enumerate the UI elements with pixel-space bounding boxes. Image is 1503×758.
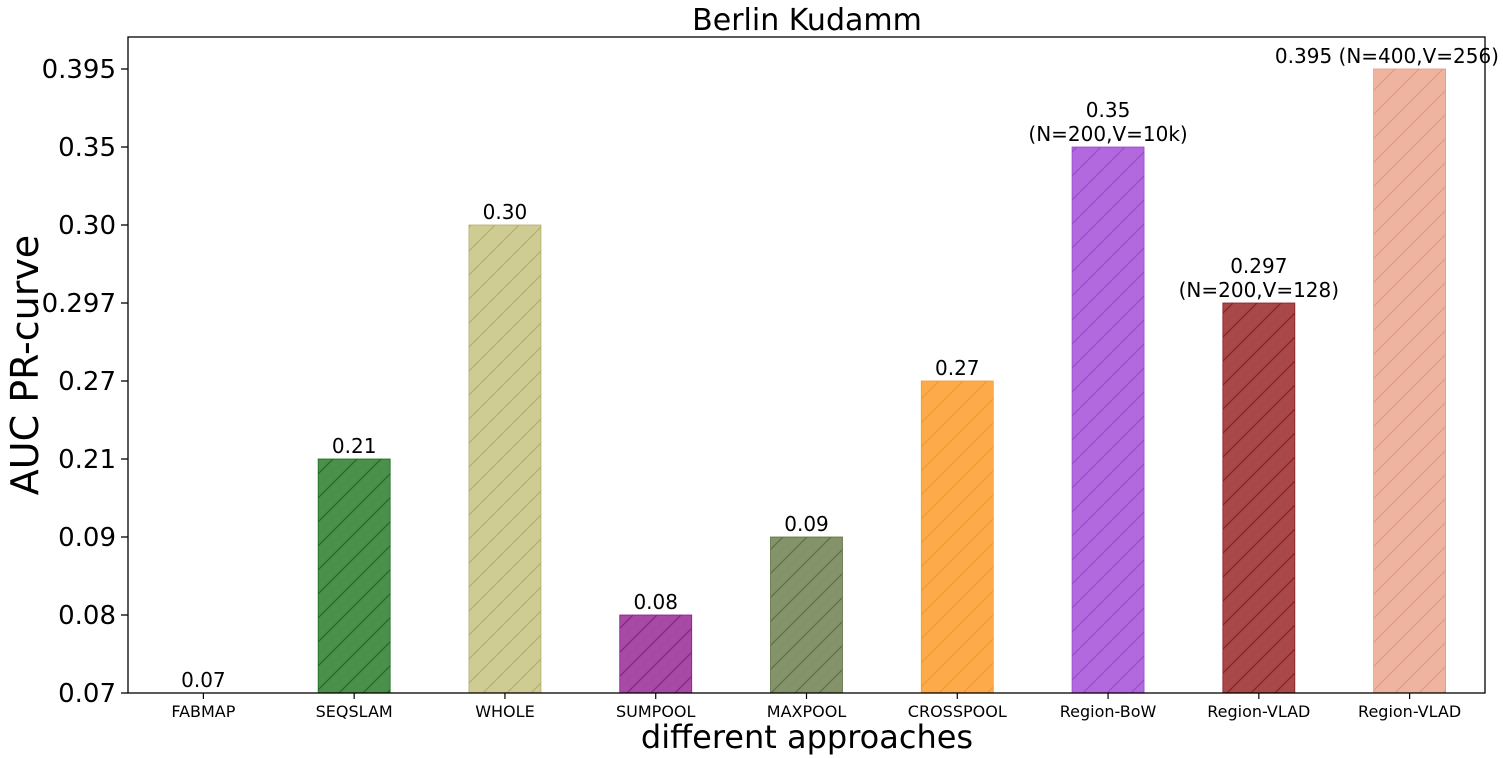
x-category-label: Region-VLAD xyxy=(1207,702,1310,721)
y-tick-label: 0.09 xyxy=(58,523,116,553)
bar-value-label: 0.21 xyxy=(332,434,377,458)
y-tick-label: 0.30 xyxy=(58,211,116,241)
bar-sumpool xyxy=(619,614,693,694)
bar-value-label: 0.08 xyxy=(633,590,678,614)
x-category-label: Region-VLAD xyxy=(1358,702,1461,721)
bar-value-label: 0.09 xyxy=(784,512,829,536)
bar-whole xyxy=(468,224,542,694)
bar-crosspool xyxy=(920,380,994,694)
y-ticks-layer: 0.07 0.08 0.09 0.21 0.27 0.297 0.30 0.35 0.395 xyxy=(42,55,128,709)
bar-value-label: (N=200,V=10k) xyxy=(1028,122,1187,146)
y-tick-label: 0.07 xyxy=(58,679,116,709)
bar-seqslam xyxy=(317,458,391,694)
y-tick-label: 0.21 xyxy=(58,445,116,475)
bar-region-vlad xyxy=(1222,302,1296,694)
y-axis-label: AUC PR-curve xyxy=(3,235,47,495)
bar-maxpool xyxy=(770,536,843,694)
x-category-label: SEQSLAM xyxy=(316,702,393,721)
y-tick-label: 0.35 xyxy=(58,133,116,163)
x-category-label: SUMPOOL xyxy=(616,702,696,721)
y-tick-label: 0.395 xyxy=(42,55,116,85)
x-axis-label: different approaches xyxy=(641,718,973,756)
bar-value-label: 0.395 (N=400,V=256) xyxy=(1275,44,1499,68)
x-category-label: FABMAP xyxy=(171,702,235,721)
x-category-label: WHOLE xyxy=(475,702,534,721)
bar-value-label: 0.30 xyxy=(483,200,528,224)
bar-value-label: 0.297 xyxy=(1230,254,1287,278)
y-tick-label: 0.08 xyxy=(58,601,116,631)
bars-layer xyxy=(317,68,1447,694)
x-category-label: CROSSPOOL xyxy=(908,702,1007,721)
bar-value-label: 0.35 xyxy=(1086,98,1131,122)
bar-value-label: (N=200,V=128) xyxy=(1179,278,1339,302)
data-labels-layer: 0.07 0.21 0.30 0.08 0.09 0.27 0.35(N=200,V=10k… xyxy=(181,44,1499,692)
x-category-label: MAXPOOL xyxy=(767,702,847,721)
y-tick-label: 0.297 xyxy=(42,289,116,319)
bar-value-label: 0.07 xyxy=(181,668,226,692)
bar-region-bow xyxy=(1071,146,1145,694)
x-categories-layer: FABMAP SEQSLAM WHOLE SUMPOOL MAXPOOL CROSSPOO… xyxy=(171,693,1461,721)
chart-title: Berlin Kudamm xyxy=(692,3,922,38)
bar-value-label: 0.27 xyxy=(935,356,980,380)
y-tick-label: 0.27 xyxy=(58,367,116,397)
bar-region-vlad xyxy=(1373,68,1447,694)
x-category-label: Region-BoW xyxy=(1060,702,1157,721)
plot-area-frame xyxy=(127,36,1486,694)
